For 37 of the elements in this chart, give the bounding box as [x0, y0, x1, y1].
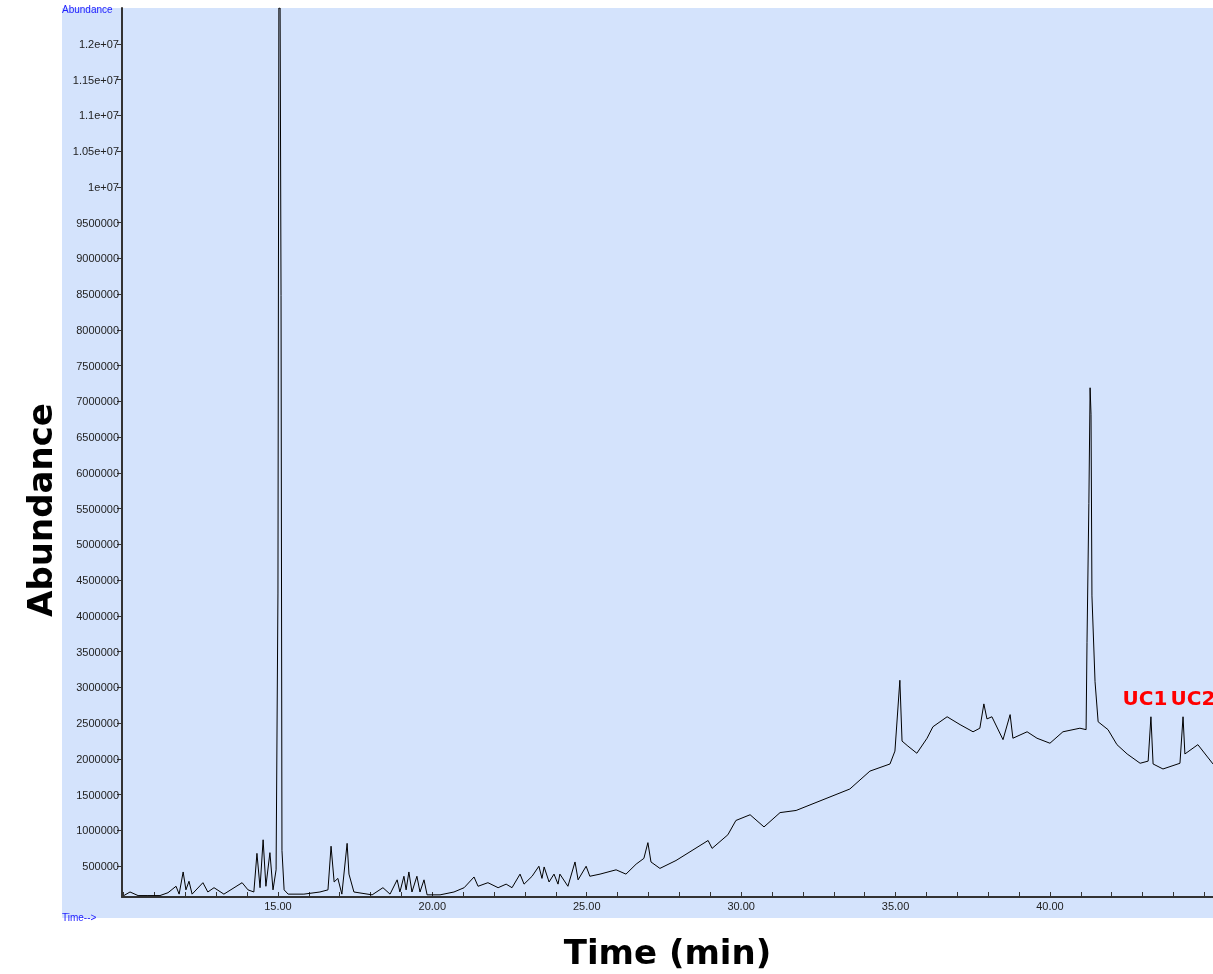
y-tick-label: 1e+07 [88, 180, 119, 193]
y-tick-label: 2000000 [76, 752, 119, 765]
y-tick-label: 500000 [82, 860, 119, 873]
y-tick-label: 9000000 [76, 252, 119, 265]
y-tick-label: 8500000 [76, 288, 119, 301]
y-tick-label: 1000000 [76, 824, 119, 837]
x-tick-label: 30.00 [727, 899, 755, 912]
y-tick-label: 3000000 [76, 681, 119, 694]
x-tick-label: 40.00 [1036, 899, 1064, 912]
annotation: UC2 [1170, 685, 1213, 710]
y-tick-label: 1500000 [76, 788, 119, 801]
y-tick-label: 1.2e+07 [78, 37, 119, 50]
y-tick-label: 4500000 [76, 574, 119, 587]
y-tick-label: 1.05e+07 [72, 145, 119, 158]
x-axis-title: Time (min) [563, 932, 772, 972]
x-tick-label: 15.00 [264, 899, 292, 912]
x-tick-label: 25.00 [572, 899, 601, 912]
y-axis-title: Abundance [20, 403, 60, 617]
line-series [123, 7, 1213, 897]
y-tick-label: 9500000 [76, 216, 119, 229]
y-tick-label: 8000000 [76, 323, 119, 336]
y-tick-label: 6500000 [76, 431, 119, 444]
y-tick-label: 5500000 [76, 502, 119, 515]
y-tick-label: 7000000 [76, 395, 119, 408]
y-tick-label: 3500000 [76, 645, 119, 658]
x-tick-label: 20.00 [418, 899, 447, 912]
x-tick-label: 35.00 [881, 899, 910, 912]
y-tick-label: 1.15e+07 [72, 73, 119, 86]
text: Time--> [62, 911, 97, 923]
y-tick-label: 5000000 [76, 538, 119, 551]
y-tick-label: 7500000 [76, 359, 119, 372]
y-tick-label: 4000000 [76, 609, 119, 622]
annotation: UC1 [1122, 685, 1168, 710]
text: Abundance [62, 3, 114, 15]
y-tick-label: 2500000 [76, 717, 119, 730]
y-tick-label: 6000000 [76, 466, 119, 479]
y-tick-label: 1.1e+07 [78, 109, 119, 122]
